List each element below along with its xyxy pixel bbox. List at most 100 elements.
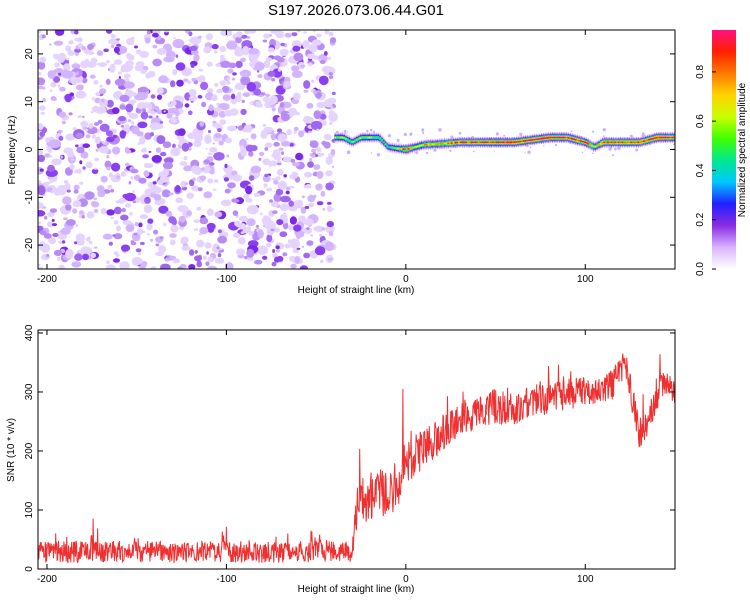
noise-speckle [278,147,284,151]
noise-speckle [276,219,284,226]
ridge-cell [346,139,349,141]
ridge-speckle [641,132,645,136]
noise-speckle [75,144,79,148]
noise-speckle [209,147,218,153]
noise-speckle [312,152,317,155]
noise-speckle [113,220,119,225]
noise-speckle [199,121,204,127]
ridge-cell [540,137,543,140]
noise-speckle [172,69,178,76]
noise-speckle [324,241,335,252]
ridge-cell [438,143,441,145]
ridge-speckle [376,153,381,157]
ridge-cell [655,136,658,139]
noise-speckle [58,111,67,118]
noise-speckle [128,180,132,185]
noise-speckle [229,41,233,44]
noise-speckle [306,53,315,60]
noise-speckle [292,162,300,167]
noise-speckle [321,227,326,231]
noise-speckle [100,98,105,103]
noise-speckle [330,148,336,156]
noise-speckle [90,252,96,259]
noise-speckle [74,62,78,65]
noise-speckle [207,265,217,269]
noise-speckle [271,261,277,267]
noise-speckle [128,99,137,104]
noise-speckle [79,144,83,147]
figure-title: S197.2026.073.06.44.G01 [268,2,444,19]
noise-speckle [38,202,44,209]
noise-speckle [212,142,216,145]
noise-speckle [142,108,146,113]
noise-speckle [283,174,288,178]
ridge-cell [432,143,436,146]
noise-speckle [126,52,132,59]
noise-speckle [71,158,75,161]
noise-speckle [105,78,111,85]
noise-speckle [200,81,209,91]
noise-speckle [267,70,276,77]
noise-speckle [168,192,174,196]
noise-speckle [106,99,114,108]
noise-speckle [77,43,83,48]
noise-speckle [82,115,85,118]
ridge-cell [588,143,592,146]
noise-speckle [100,175,108,183]
noise-speckle [46,253,50,257]
ridge-cell [517,140,520,143]
noise-speckle [46,181,51,185]
noise-speckle [305,184,312,189]
noise-speckle [62,196,72,205]
noise-speckle [243,194,250,199]
snr-y-tick-label: 0 [24,566,35,572]
noise-speckle [264,101,271,109]
noise-speckle [89,74,96,79]
snr-y-tick-label: 200 [24,442,35,459]
noise-speckle [240,75,251,86]
ridge-cell [642,140,646,142]
noise-speckle [311,79,315,84]
ridge-speckle [581,151,584,154]
noise-speckle [235,36,242,44]
ridge-cell [477,141,480,144]
noise-speckle [203,46,212,54]
noise-speckle [178,226,185,230]
noise-speckle [88,122,94,129]
noise-speckle [139,136,146,145]
noise-speckle [308,44,318,53]
noise-speckle [316,171,324,179]
noise-speckle [283,156,293,163]
noise-speckle [183,165,193,172]
ridge-cell [348,140,351,142]
noise-speckle [179,161,188,166]
noise-speckle [162,161,174,170]
colorbar-tick-label: 0.6 [695,114,706,128]
noise-speckle [75,233,86,243]
ridge-cell [368,136,371,139]
noise-speckle [311,148,317,153]
noise-speckle [188,147,192,151]
noise-speckle [71,63,81,70]
ridge-cell [511,141,515,144]
snr-panel: -200 -100 0 100 0 100 200 300 400 Height of str… [6,324,676,595]
noise-speckle [327,201,332,205]
noise-speckle [298,215,306,222]
noise-speckle [170,80,176,88]
noise-speckle [111,162,121,172]
noise-speckle [113,233,123,240]
noise-speckle [306,102,314,109]
noise-speckle [189,45,198,52]
noise-speckle [311,39,322,46]
noise-speckle [324,99,330,105]
noise-speckle [331,91,336,96]
noise-speckle [262,158,271,166]
noise-speckle [97,119,103,125]
noise-speckle [58,135,64,141]
noise-speckle [303,218,315,226]
spectrogram-x-label: Height of straight line (km) [298,285,415,296]
ridge-cell [400,148,403,150]
noise-speckle [125,203,132,208]
noise-speckle [148,150,152,153]
noise-speckle [255,225,260,228]
